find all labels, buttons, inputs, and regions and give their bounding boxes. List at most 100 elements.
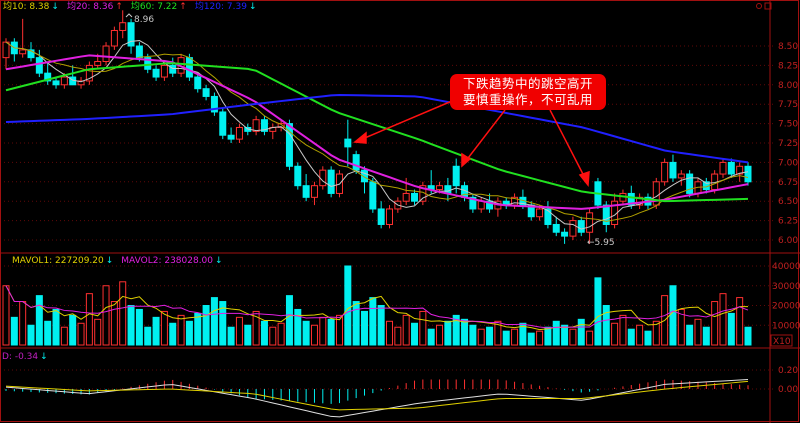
arrow-1-head — [353, 131, 367, 144]
candle-body — [719, 161, 727, 175]
candle — [285, 119, 293, 171]
candle-body — [327, 169, 335, 194]
volume-bar — [436, 324, 444, 346]
high-marker: 8.96 — [125, 13, 154, 25]
volume-bar — [452, 314, 460, 346]
volume-bar — [711, 301, 719, 346]
volume-bar — [144, 326, 152, 346]
candle-body — [169, 64, 177, 74]
volume-bar — [369, 297, 377, 346]
candle-body — [727, 161, 735, 175]
volume-bar — [502, 330, 510, 346]
candle — [260, 115, 268, 136]
candle — [661, 158, 669, 186]
price-tick-label: 6.75 — [778, 178, 798, 188]
volume-bar — [411, 322, 419, 346]
legend-mavol1-arrow: ↓ — [106, 256, 114, 266]
volume-bar — [294, 308, 302, 346]
volume-bar — [185, 320, 193, 346]
price-legend: 均10: 8.38 ↓ 均20: 8.36 ↑ 均60: 7.22 ↑ 均120… — [3, 0, 256, 12]
volume-bar — [27, 324, 35, 346]
volume-bar — [652, 320, 660, 346]
candle — [119, 10, 127, 39]
candle — [277, 119, 285, 132]
volume-bar — [602, 305, 610, 346]
candle-body — [561, 231, 569, 237]
volume-bar — [152, 316, 160, 346]
candle-body — [577, 220, 585, 233]
candle-body — [627, 192, 635, 206]
candle — [411, 189, 419, 206]
candle — [319, 166, 327, 190]
candle-body — [185, 57, 193, 78]
candle-body — [360, 169, 368, 183]
volume-bar — [60, 326, 68, 346]
volume-bar — [69, 314, 77, 346]
ma-line-均20 — [5, 54, 749, 210]
legend-ma120-arrow: ↓ — [249, 2, 257, 12]
volume-bar — [285, 295, 293, 346]
volume-bar — [77, 322, 85, 346]
legend-ma10-arrow: ↓ — [51, 2, 59, 12]
price-tick-label: 7.50 — [778, 120, 798, 130]
candle — [719, 158, 727, 178]
volume-bar — [444, 320, 452, 346]
legend-ma20: 均20: 8.36 — [67, 0, 114, 12]
candle-body — [411, 192, 419, 202]
candle — [727, 158, 735, 178]
candle — [77, 77, 85, 89]
candle-body — [102, 45, 110, 63]
candle-body — [736, 165, 744, 175]
circle-icon[interactable] — [756, 3, 762, 9]
legend-macd: D: -0.34 — [2, 352, 38, 362]
candle-body — [602, 204, 610, 225]
volume-bar — [486, 326, 494, 346]
volume-unit-label: X10 — [773, 337, 791, 347]
volume-bar — [302, 320, 310, 346]
candle — [252, 115, 260, 136]
price-tick-label: 7.00 — [778, 158, 798, 168]
unit-box — [770, 334, 793, 347]
candle-body — [677, 173, 685, 179]
candle-body — [60, 76, 68, 86]
candle-body — [369, 181, 377, 210]
candle — [494, 197, 502, 217]
legend-mavol2-arrow: ↓ — [215, 256, 223, 266]
candle-body — [35, 57, 43, 74]
volume-bar — [352, 301, 360, 346]
volume-bar — [119, 281, 127, 346]
candle-body — [227, 134, 235, 140]
volume-bar — [35, 295, 43, 346]
volume-bar — [277, 322, 285, 346]
candle — [194, 73, 202, 93]
volume-bar — [252, 310, 260, 346]
legend-ma10: 均10: 8.38 — [3, 0, 50, 12]
candle — [736, 162, 744, 182]
arrow-2 — [464, 109, 506, 163]
candle-body — [319, 169, 327, 187]
candle-body — [744, 165, 752, 183]
annotation-line-2: 要慎重操作，不可乱用 — [462, 92, 593, 107]
volume-bar — [594, 277, 602, 346]
window-icon[interactable] — [764, 2, 772, 10]
candle-body — [77, 80, 85, 86]
volume-bar — [344, 265, 352, 346]
toolbar-icons[interactable] — [756, 2, 772, 10]
volume-bar — [360, 310, 368, 346]
candle — [444, 177, 452, 202]
candle-body — [402, 192, 410, 202]
volume-bar — [569, 328, 577, 346]
volume-legend: MAVOL1: 227209.20 ↓ MAVOL2: 238028.00 ↓ — [12, 256, 223, 266]
volume-axis: 40000 30000 20000 10000 X10 — [770, 262, 800, 347]
candle — [744, 162, 752, 186]
candle-body — [669, 161, 677, 179]
volume-tick-label: 10000 — [772, 321, 800, 331]
annotation-line-1: 下跌趋势中的跳空高开 — [462, 76, 593, 91]
ma-line-均120 — [5, 93, 749, 164]
dif-line — [5, 379, 749, 418]
candle — [110, 26, 118, 50]
macd-tick-label: 0.00 — [778, 385, 798, 395]
macd-panel — [5, 379, 749, 418]
candle-body — [377, 208, 385, 225]
price-axis: 8.50 8.25 8.00 7.75 7.50 7.25 7.00 6.75 6.50 6.25… — [778, 42, 798, 246]
